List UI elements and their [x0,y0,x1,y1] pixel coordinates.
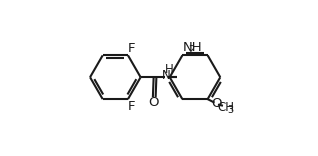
Text: 3: 3 [228,105,234,115]
Text: 2: 2 [188,45,194,55]
Text: O: O [149,96,159,110]
Text: O: O [211,97,221,110]
Text: N: N [162,69,170,82]
Text: CH: CH [218,101,235,114]
Text: NH: NH [183,41,203,54]
Text: F: F [127,100,135,113]
Text: F: F [127,42,135,55]
Text: H: H [165,63,173,76]
